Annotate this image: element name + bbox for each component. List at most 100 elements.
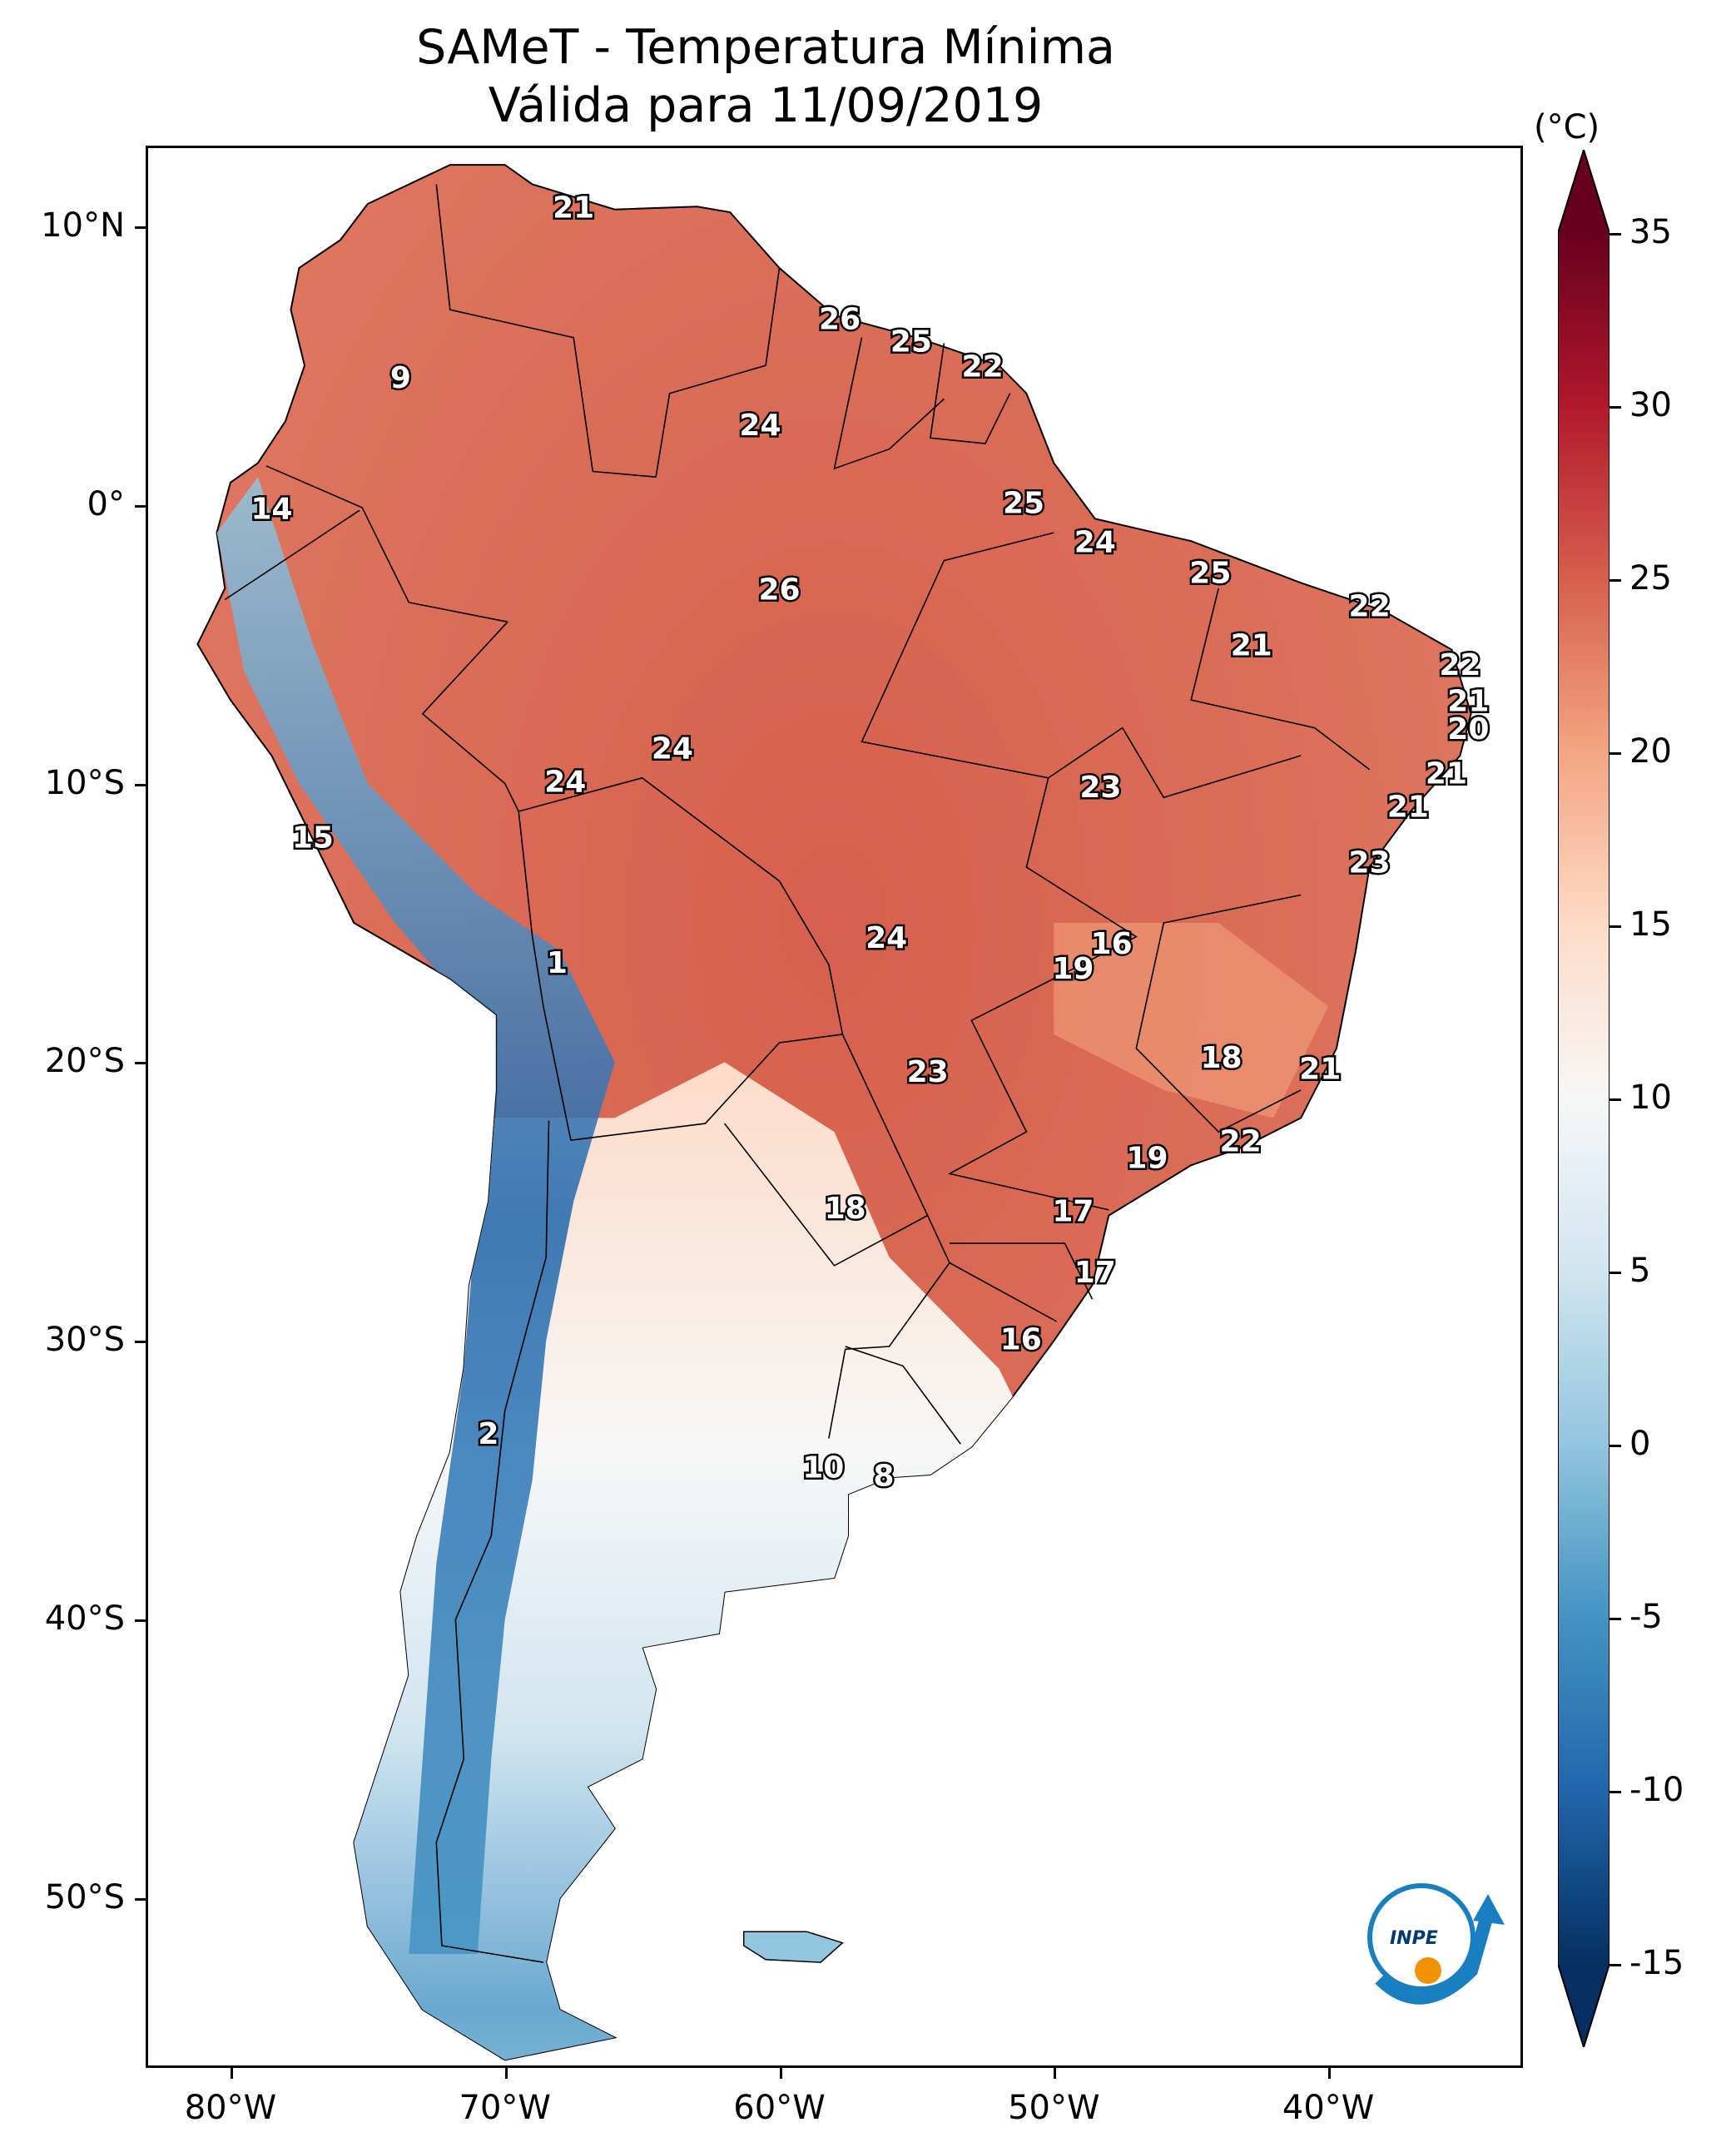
svg-text:INPE: INPE: [1390, 1928, 1438, 1949]
station-value-label: 18: [825, 1192, 866, 1226]
border-line: [435, 184, 594, 472]
colorbar-tick-label: 20: [1629, 732, 1672, 771]
andes-cold-region: [216, 477, 615, 1955]
station-value-label: 23: [907, 1055, 949, 1089]
colorbar-tick-label: 25: [1629, 559, 1672, 598]
latitude-tick-mark: [135, 226, 146, 229]
latitude-tick-label: 10°S: [44, 763, 125, 802]
station-value-label: 22: [1349, 590, 1391, 624]
latitude-tick-label: 0°: [87, 484, 125, 523]
station-value-label: 21: [1299, 1052, 1341, 1086]
colorbar-tick-label: 5: [1629, 1252, 1651, 1290]
station-value-label: 15: [292, 821, 334, 855]
station-value-label: 17: [1052, 1194, 1094, 1228]
border-line: [950, 1242, 1094, 1300]
station-value-label: 24: [739, 409, 781, 443]
colorbar-tick-mark: [1610, 579, 1621, 582]
colorbar-tick-mark: [1610, 233, 1621, 236]
colorbar-tick-mark: [1610, 1791, 1621, 1793]
country-borders: [224, 184, 1371, 1963]
border-line: [845, 1346, 961, 1445]
longitude-tick-mark: [504, 2068, 508, 2079]
latitude-tick-mark: [135, 1619, 146, 1623]
station-value-label: 23: [1079, 771, 1121, 805]
border-line: [593, 267, 781, 478]
station-value-label: 24: [544, 766, 586, 800]
longitude-tick-mark: [1054, 2068, 1057, 2079]
station-value-label: 24: [1074, 526, 1116, 560]
colorbar-tick-label: 35: [1629, 213, 1672, 251]
station-value-label: 22: [962, 350, 1004, 384]
colorbar-tick-mark: [1610, 1445, 1621, 1447]
latitude-tick-label: 20°S: [44, 1042, 125, 1081]
station-value-label: 17: [1074, 1256, 1116, 1290]
latitude-tick-mark: [135, 1341, 146, 1344]
longitude-tick-label: 70°W: [459, 2089, 551, 2127]
station-value-label: 1: [547, 946, 568, 980]
station-value-label: 25: [1003, 487, 1044, 521]
colorbar-tick-mark: [1610, 1964, 1621, 1966]
colorbar-tick-mark: [1610, 1618, 1621, 1620]
station-value-label: 10: [802, 1450, 844, 1485]
station-value-label: 26: [819, 303, 861, 337]
border-line: [1190, 588, 1371, 771]
latitude-tick-label: 30°S: [44, 1321, 125, 1360]
longitude-tick-mark: [779, 2068, 782, 2079]
station-value-label: 16: [1000, 1322, 1042, 1356]
station-value-label: 16: [1091, 927, 1133, 961]
station-value-label: 8: [873, 1459, 894, 1493]
latitude-tick-mark: [135, 504, 146, 508]
station-value-label: 20: [1447, 712, 1489, 746]
colorbar-unit: (°C): [1534, 108, 1600, 146]
border-line: [949, 1262, 1057, 1322]
latitude-tick-mark: [135, 1062, 146, 1065]
inpe-logo: INPE: [1367, 1883, 1505, 2005]
station-value-label: 21: [1231, 628, 1272, 662]
station-value-label: 25: [1189, 556, 1231, 590]
southeast-mild-region: [1054, 923, 1329, 1118]
colorbar-tick-label: 15: [1629, 905, 1672, 944]
station-value-label: 2: [478, 1417, 498, 1451]
colorbar-body: [1558, 233, 1610, 1964]
longitude-tick-mark: [1328, 2068, 1332, 2079]
longitude-tick-label: 80°W: [184, 2089, 277, 2127]
colorbar-tick-label: -5: [1629, 1598, 1663, 1636]
station-value-label: 9: [390, 361, 411, 395]
station-value-label: 21: [1447, 684, 1489, 718]
colorbar-top-extend: [1558, 150, 1610, 233]
latitude-tick-label: 10°N: [41, 206, 125, 245]
map-subtitle: Válida para 11/09/2019: [488, 78, 1044, 133]
colorbar-tick-mark: [1610, 406, 1621, 409]
falkland-islands: [742, 1931, 844, 1963]
colorbar-tick-mark: [1610, 752, 1621, 755]
border-line: [1135, 894, 1302, 1133]
longitude-tick-label: 40°W: [1282, 2089, 1375, 2127]
border-line: [833, 337, 945, 470]
colorbar-tick-mark: [1610, 1272, 1621, 1274]
colorbar-tick-mark: [1610, 925, 1621, 928]
station-value-label: 22: [1220, 1125, 1262, 1159]
colorbar-tick-label: 30: [1629, 386, 1672, 424]
station-value-label: 21: [1426, 756, 1467, 791]
station-value-label: 24: [866, 921, 907, 955]
border-line: [518, 811, 572, 1141]
latitude-tick-mark: [135, 1898, 146, 1902]
longitude-tick-mark: [230, 2068, 233, 2079]
border-line: [947, 777, 1138, 1211]
latitude-tick-label: 40°S: [44, 1599, 125, 1639]
longitude-tick-label: 50°W: [1008, 2089, 1100, 2127]
border-line: [224, 509, 360, 601]
station-value-label: 21: [553, 191, 594, 226]
station-value-label: 25: [890, 325, 932, 359]
colorbar-bottom-extend: [1558, 1964, 1610, 2047]
station-value-label: 22: [1439, 648, 1481, 682]
colorbar: [1558, 150, 1610, 2047]
colorbar-tick-label: 0: [1629, 1425, 1651, 1463]
map-title: SAMeT - Temperatura Mínima: [416, 20, 1115, 75]
border-line: [828, 1215, 950, 1439]
border-line: [435, 1120, 550, 1963]
latitude-tick-label: 50°S: [44, 1878, 125, 1917]
border-line: [570, 1034, 929, 1267]
colorbar-tick-label: 10: [1629, 1078, 1672, 1117]
